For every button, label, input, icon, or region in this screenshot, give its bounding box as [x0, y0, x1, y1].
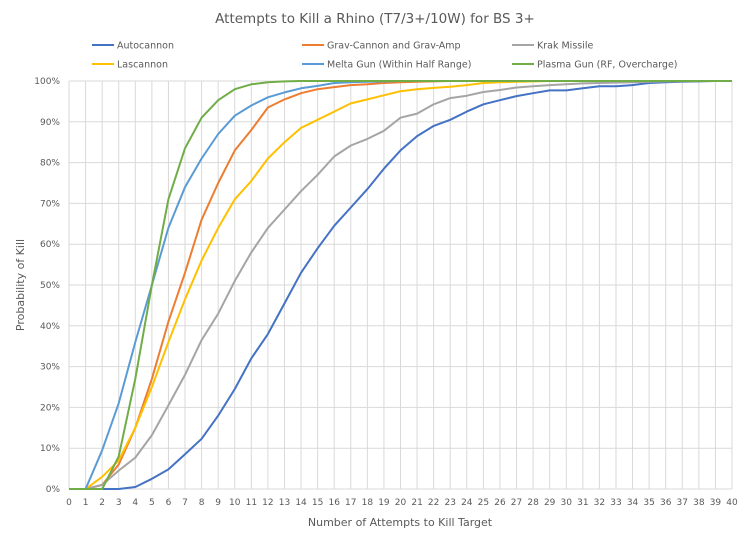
chart-title: Attempts to Kill a Rhino (T7/3+/10W) for…	[215, 11, 535, 27]
x-tick-label: 2	[99, 498, 105, 508]
series-line-krak-missile	[69, 80, 732, 490]
legend-label: Grav-Cannon and Grav-Amp	[327, 41, 461, 52]
y-tick-label: 20%	[40, 403, 60, 413]
x-tick-label: 34	[627, 498, 639, 508]
x-tick-label: 25	[478, 498, 489, 508]
x-tick-label: 26	[494, 498, 506, 508]
x-tick-label: 30	[561, 498, 573, 508]
x-axis-ticks: 0 1 2 3 4 5 6 7 8 9 10 11 12 13 14 15 16 17 18 19 20 21 22 23 24…	[66, 498, 738, 508]
x-tick-label: 32	[594, 498, 605, 508]
x-tick-label: 6	[166, 498, 172, 508]
legend-item: Plasma Gun (RF, Overcharge)	[512, 60, 678, 71]
x-tick-label: 17	[345, 498, 356, 508]
y-tick-label: 0%	[46, 485, 61, 495]
x-tick-label: 7	[182, 498, 188, 508]
legend-item: Lascannon	[92, 60, 168, 71]
x-tick-label: 1	[83, 498, 89, 508]
legend-label: Lascannon	[117, 60, 168, 71]
legend-label: Melta Gun (Within Half Range)	[327, 60, 471, 71]
x-tick-label: 24	[461, 498, 473, 508]
legend-item: Melta Gun (Within Half Range)	[302, 60, 471, 71]
x-tick-label: 19	[378, 498, 390, 508]
gridlines	[68, 80, 733, 490]
series-lines	[69, 80, 732, 490]
x-tick-label: 3	[116, 498, 122, 508]
x-tick-label: 13	[279, 498, 290, 508]
x-tick-label: 12	[262, 498, 273, 508]
x-tick-label: 33	[610, 498, 621, 508]
x-tick-label: 28	[527, 498, 539, 508]
x-tick-label: 16	[328, 498, 340, 508]
legend-item: Grav-Cannon and Grav-Amp	[302, 41, 461, 52]
x-tick-label: 10	[229, 498, 241, 508]
y-tick-label: 80%	[40, 159, 60, 169]
x-tick-label: 23	[444, 498, 455, 508]
x-tick-label: 27	[511, 498, 522, 508]
x-tick-label: 36	[660, 498, 672, 508]
x-tick-label: 20	[395, 498, 407, 508]
x-tick-label: 15	[312, 498, 323, 508]
series-line-plasma-gun-rf-overcharge	[69, 80, 732, 490]
y-tick-label: 50%	[40, 281, 60, 291]
y-axis-ticks: 0% 10% 20% 30% 40% 50% 60% 70% 80% 90% 100%	[34, 77, 60, 495]
x-tick-label: 21	[411, 498, 422, 508]
y-tick-label: 10%	[40, 444, 60, 454]
legend-item: Autocannon	[92, 41, 174, 52]
legend: Autocannon Grav-Cannon and Grav-Amp Krak M…	[92, 41, 678, 71]
legend-item: Krak Missile	[512, 41, 593, 52]
x-tick-label: 0	[66, 498, 72, 508]
x-tick-label: 40	[726, 498, 738, 508]
x-tick-label: 14	[295, 498, 307, 508]
series-line-autocannon	[69, 80, 732, 490]
y-axis-label: Probability of Kill	[14, 239, 27, 331]
x-tick-label: 31	[577, 498, 588, 508]
x-tick-label: 39	[710, 498, 722, 508]
y-tick-label: 60%	[40, 240, 60, 250]
x-tick-label: 9	[215, 498, 221, 508]
x-tick-label: 4	[132, 498, 138, 508]
x-tick-label: 38	[693, 498, 705, 508]
y-tick-label: 90%	[40, 118, 60, 128]
x-tick-label: 37	[677, 498, 688, 508]
y-tick-label: 100%	[34, 77, 60, 87]
x-tick-label: 29	[544, 498, 556, 508]
x-tick-label: 22	[428, 498, 439, 508]
x-tick-label: 11	[246, 498, 257, 508]
legend-label: Krak Missile	[537, 41, 593, 52]
x-tick-label: 18	[362, 498, 374, 508]
legend-label: Autocannon	[117, 41, 174, 52]
y-tick-label: 40%	[40, 322, 60, 332]
x-tick-label: 35	[643, 498, 654, 508]
y-tick-label: 30%	[40, 363, 60, 373]
x-axis-label: Number of Attempts to Kill Target	[308, 516, 493, 529]
x-tick-label: 8	[199, 498, 205, 508]
legend-label: Plasma Gun (RF, Overcharge)	[537, 60, 678, 71]
y-tick-label: 70%	[40, 199, 60, 209]
x-tick-label: 5	[149, 498, 155, 508]
